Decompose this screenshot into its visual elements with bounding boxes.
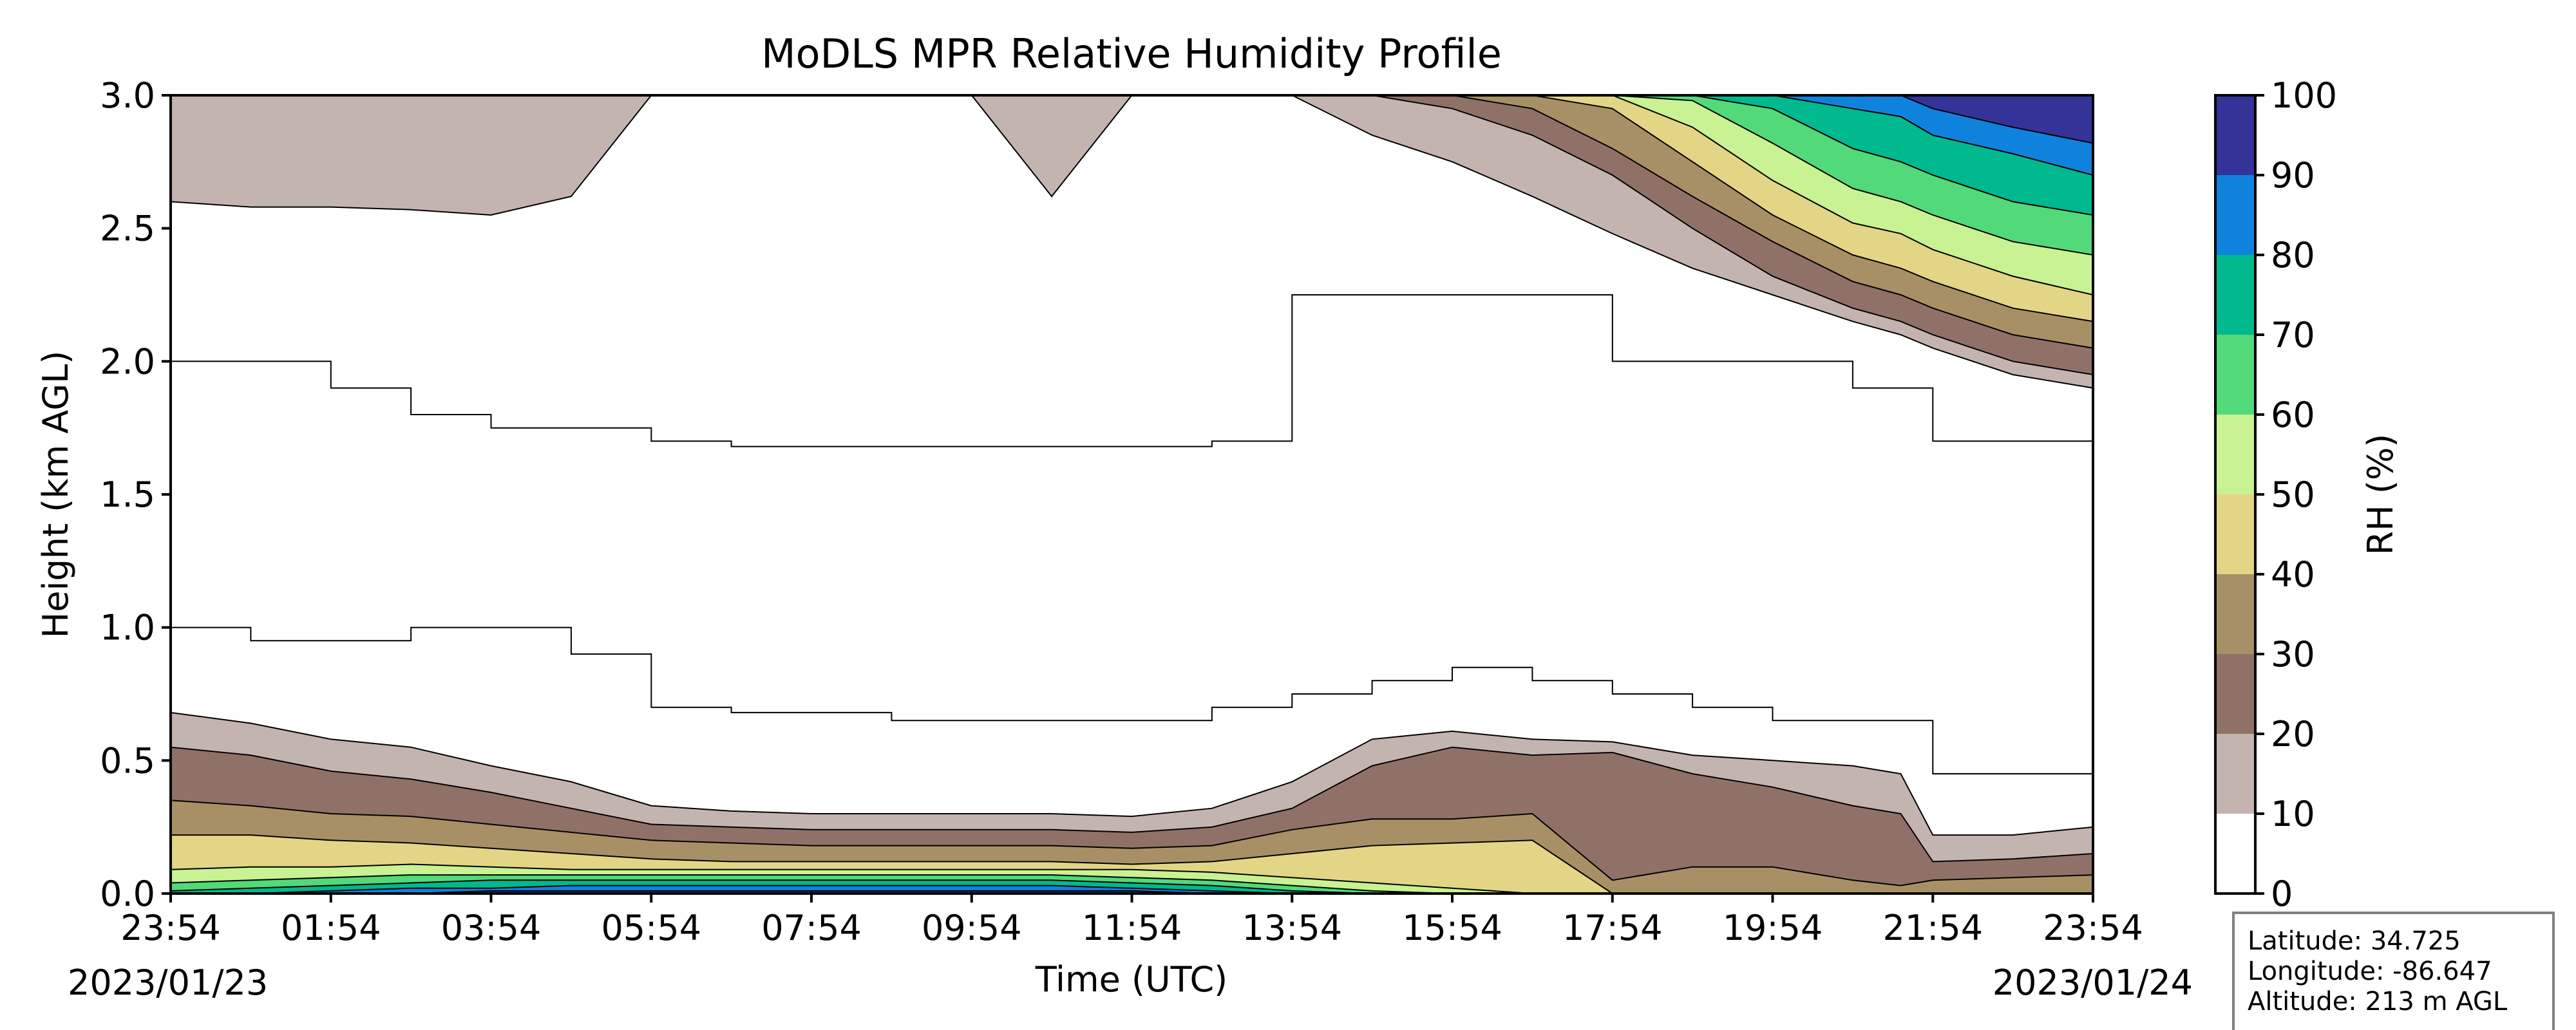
x-tick-label: 15:54	[1402, 908, 1502, 948]
rh-contour-lines	[171, 294, 2093, 774]
y-tick-label: 2.0	[100, 341, 155, 382]
colorbar-tick-label: 100	[2271, 75, 2337, 116]
x-tick-label: 19:54	[1723, 908, 1823, 948]
colorbar	[2214, 94, 2257, 895]
colorbar-tick-label: 60	[2271, 395, 2315, 435]
x-tick-label: 11:54	[1082, 908, 1182, 948]
x-tick-label: 13:54	[1242, 908, 1342, 948]
colorbar-segment	[2215, 494, 2255, 574]
y-tick-label: 3.0	[100, 75, 155, 116]
colorbar-ticks: 0 10 20 30 40 50 60 70 80 90 100	[2255, 75, 2337, 914]
colorbar-segment	[2215, 415, 2255, 494]
colorbar-segment	[2215, 335, 2255, 415]
x-tick-label: 05:54	[601, 908, 701, 948]
colorbar-tick-label: 80	[2271, 235, 2315, 276]
colorbar-segment	[2215, 255, 2255, 335]
location-info-box: Latitude: 34.725 Longitude: -86.647 Alti…	[2232, 912, 2555, 1030]
latitude-text: Latitude: 34.725	[2248, 926, 2461, 956]
colorbar-tick-label: 40	[2271, 554, 2315, 595]
x-tick-label: 01:54	[281, 908, 381, 948]
colorbar-segment	[2215, 95, 2255, 175]
colorbar-tick-label: 0	[2271, 874, 2293, 914]
y-tick-label: 0.0	[100, 874, 155, 914]
y-axis-ticks: 0.0 0.5 1.0 1.5 2.0 2.5 3.0	[100, 75, 171, 914]
colorbar-tick-label: 30	[2271, 634, 2315, 675]
y-tick-label: 0.5	[100, 740, 155, 781]
chart-title: MoDLS MPR Relative Humidity Profile	[761, 30, 1502, 77]
x-tick-label: 23:54	[120, 908, 221, 948]
rh-contour-fill	[171, 95, 2093, 894]
colorbar-segment	[2215, 574, 2255, 654]
rh-fill-90-high	[171, 95, 2093, 144]
date-start-label: 2023/01/23	[68, 962, 268, 1003]
x-tick-label: 09:54	[922, 908, 1022, 948]
y-axis-label: Height (km AGL)	[35, 351, 76, 639]
x-tick-label: 07:54	[761, 908, 862, 948]
colorbar-segment	[2215, 654, 2255, 734]
x-tick-label: 17:54	[1562, 908, 1663, 948]
colorbar-tick-label: 20	[2271, 714, 2315, 754]
y-tick-label: 1.0	[100, 608, 155, 648]
colorbar-label: RH (%)	[2360, 434, 2401, 556]
date-end-label: 2023/01/24	[1993, 962, 2193, 1003]
x-tick-label: 21:54	[1882, 908, 1983, 948]
rh-contour-line-lower	[171, 626, 2093, 774]
x-tick-label: 23:54	[2043, 908, 2143, 948]
altitude-text: Altitude: 213 m AGL	[2248, 987, 2508, 1016]
y-tick-label: 1.5	[100, 474, 155, 515]
colorbar-segment	[2215, 734, 2255, 814]
colorbar-segment	[2215, 814, 2255, 894]
x-axis-label: Time (UTC)	[1035, 959, 1228, 1000]
colorbar-tick-label: 90	[2271, 155, 2315, 196]
x-axis-ticks: 23:54 01:54 03:54 05:54 07:54 09:54 11:54 13:54…	[120, 894, 2143, 948]
colorbar-segment	[2215, 175, 2255, 255]
longitude-text: Longitude: -86.647	[2248, 957, 2492, 986]
x-tick-label: 03:54	[441, 908, 542, 948]
rh-fill-80-high	[171, 95, 2093, 176]
colorbar-tick-label: 50	[2271, 474, 2315, 515]
colorbar-tick-label: 10	[2271, 794, 2315, 834]
colorbar-tick-label: 70	[2271, 315, 2315, 355]
rh-contour-line-upper	[171, 294, 2093, 447]
rh-fill-20-high	[171, 95, 2093, 376]
y-tick-label: 2.5	[100, 209, 155, 249]
